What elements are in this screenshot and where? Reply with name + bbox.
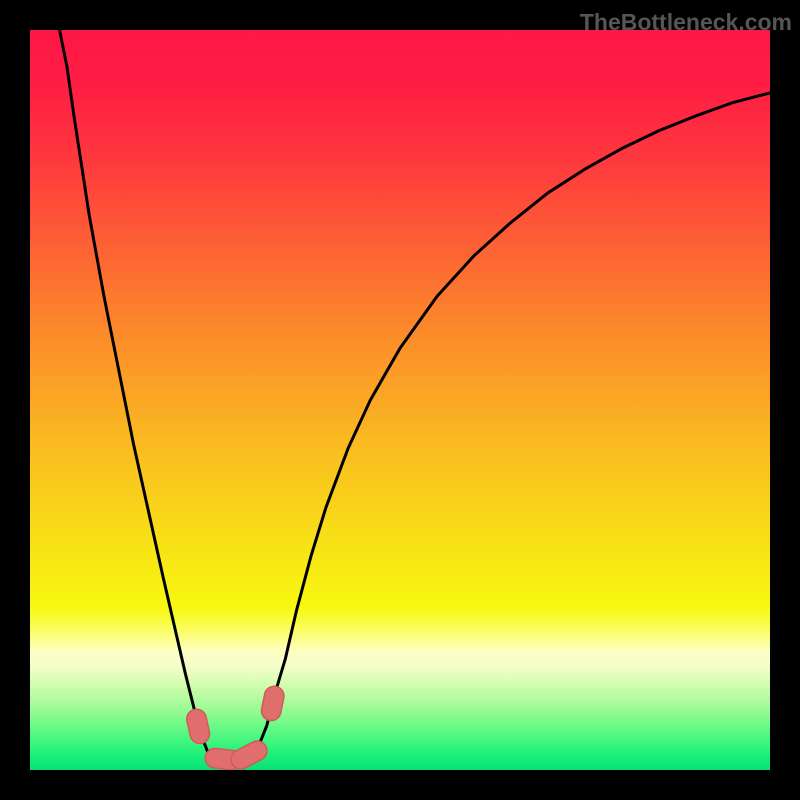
- marker-pair-0: [197, 719, 200, 734]
- chart-frame: TheBottleneck.com: [0, 0, 800, 800]
- plot-area: [30, 30, 770, 770]
- gradient-background: [30, 30, 770, 770]
- marker-pair-3: [271, 696, 274, 711]
- marker-pair-1: [215, 758, 231, 760]
- attribution-label: TheBottleneck.com: [580, 9, 792, 36]
- plot-svg: [30, 30, 770, 770]
- marker-pair-2: [241, 751, 257, 760]
